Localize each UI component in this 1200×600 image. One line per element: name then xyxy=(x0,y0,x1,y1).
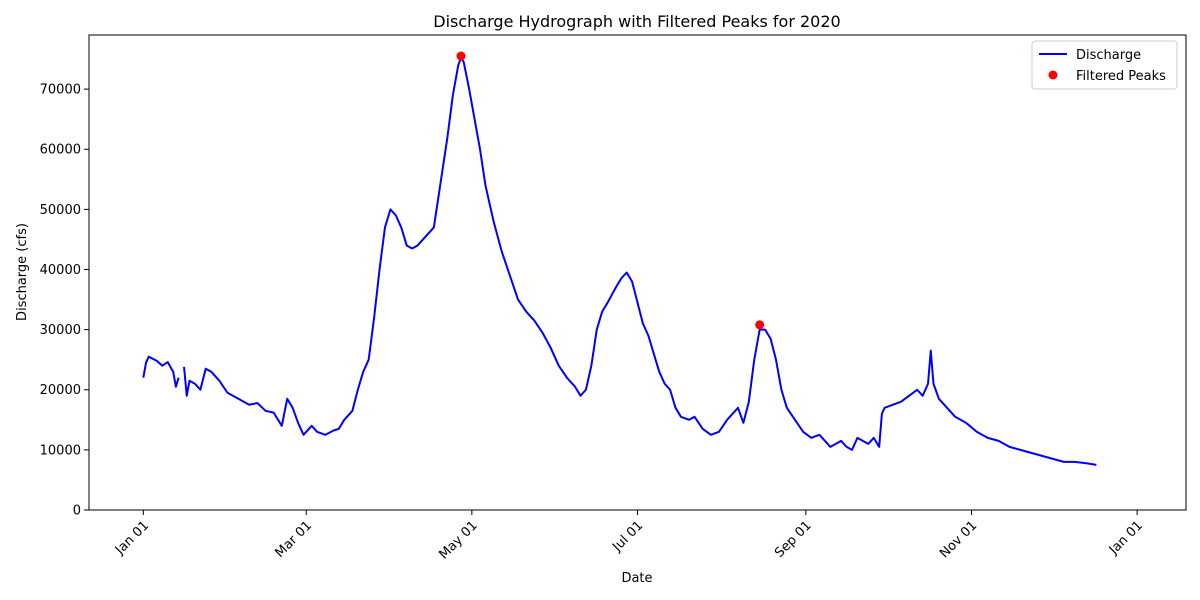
y-tick-label: 0 xyxy=(73,504,81,519)
y-tick-label: 10000 xyxy=(40,443,81,458)
y-tick-label: 30000 xyxy=(40,323,81,338)
y-axis-label: Discharge (cfs) xyxy=(15,223,30,321)
y-tick-label: 70000 xyxy=(40,83,81,98)
x-axis-label: Date xyxy=(621,571,652,586)
filtered-peak-marker xyxy=(456,51,466,61)
discharge-series-line xyxy=(183,56,1097,466)
y-tick-label: 20000 xyxy=(40,383,81,398)
legend-box xyxy=(1031,40,1178,90)
legend-peaks-label: Filtered Peaks xyxy=(1076,69,1166,84)
y-tick-label: 40000 xyxy=(40,263,81,278)
discharge-series-line xyxy=(142,355,180,388)
filtered-peak-marker xyxy=(755,320,765,330)
legend-peaks-swatch xyxy=(1048,70,1058,80)
chart-title: Discharge Hydrograph with Filtered Peaks… xyxy=(433,12,840,31)
legend: Discharge Filtered Peaks xyxy=(1031,40,1178,90)
y-tick-label: 50000 xyxy=(40,203,81,218)
series-layer xyxy=(142,51,1097,466)
legend-discharge-label: Discharge xyxy=(1076,48,1141,63)
y-tick-label: 60000 xyxy=(40,143,81,158)
